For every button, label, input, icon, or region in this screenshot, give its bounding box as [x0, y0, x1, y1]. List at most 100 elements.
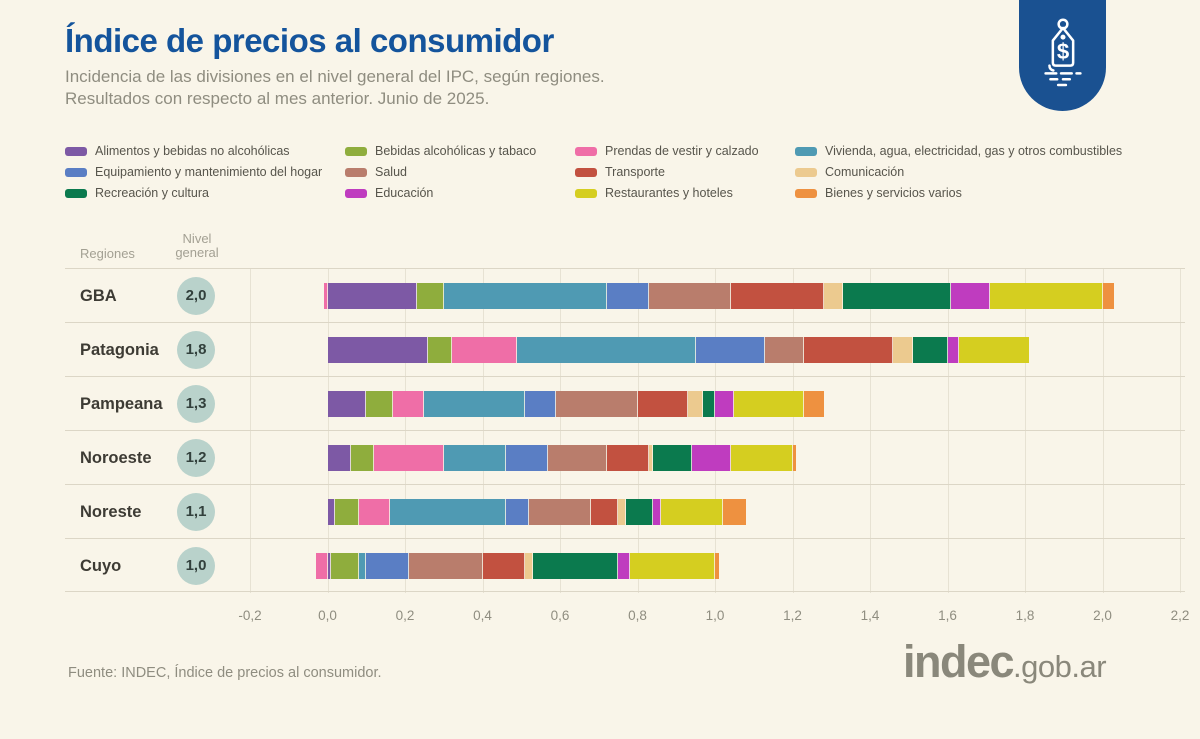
- source-note: Fuente: INDEC, Índice de precios al cons…: [68, 665, 382, 681]
- legend-label: Comunicación: [825, 165, 905, 179]
- chart-rows: GBA 2,0 Patagonia 1,8 Pampeana 1,3 Noroeste 1,2…: [65, 268, 1185, 592]
- legend-label: Bebidas alcohólicas y tabaco: [375, 144, 537, 158]
- bar-segment: [350, 445, 374, 471]
- bar-segment: [1102, 283, 1115, 309]
- region-label: Noroeste: [80, 449, 152, 467]
- stacked-bar: [327, 391, 824, 417]
- x-tick-label: -0,2: [238, 608, 262, 623]
- region-label: Pampeana: [80, 395, 163, 413]
- bar-segment: [947, 337, 960, 363]
- legend-label: Bienes y servicios varios: [825, 186, 962, 200]
- legend-swatch-icon: [795, 167, 817, 177]
- table-row: Pampeana 1,3: [65, 376, 1185, 430]
- level-badge: 1,0: [177, 547, 215, 585]
- bar-segment: [912, 337, 948, 363]
- legend-swatch-icon: [345, 167, 367, 177]
- bar-segment: [393, 391, 425, 417]
- bar-segment: [358, 553, 367, 579]
- bar-segment: [532, 553, 619, 579]
- bar-segment: [517, 337, 696, 363]
- bar-area: [250, 431, 1185, 485]
- bar-segment: [625, 499, 653, 525]
- bar-segment: [703, 391, 715, 417]
- bar-segment: [951, 283, 991, 309]
- bar-segment: [525, 391, 557, 417]
- table-row: Noreste 1,1: [65, 484, 1185, 538]
- legend-label: Recreación y cultura: [95, 186, 209, 200]
- x-tick-label: 0,0: [318, 608, 337, 623]
- table-row: Patagonia 1,8: [65, 322, 1185, 376]
- legend-item: Vivienda, agua, electricidad, gas y otro…: [795, 144, 1122, 158]
- bar-segment: [653, 499, 661, 525]
- legend-label: Restaurantes y hoteles: [605, 186, 733, 200]
- legend-item: Comunicación: [795, 165, 1122, 179]
- page-subtitle: Incidencia de las divisiones en el nivel…: [65, 66, 605, 110]
- x-tick-label: 1,0: [705, 608, 725, 623]
- bar-area: [250, 269, 1185, 323]
- chart-legend: Alimentos y bebidas no alcohólicas Equipa…: [65, 144, 1122, 200]
- bar-segment: [389, 499, 506, 525]
- level-column-header: Nivel general: [175, 231, 219, 260]
- bar-segment: [730, 283, 824, 309]
- legend-label: Equipamiento y mantenimiento del hogar: [95, 165, 323, 179]
- price-tag-icon: $: [1043, 17, 1082, 86]
- bar-segment: [327, 445, 351, 471]
- bar-segment: [695, 337, 766, 363]
- bar-segment: [606, 283, 650, 309]
- bar-segment: [374, 445, 444, 471]
- bar-segment: [327, 283, 417, 309]
- legend-swatch-icon: [345, 146, 367, 156]
- legend-item: Restaurantes y hoteles: [575, 186, 795, 200]
- legend-item: Transporte: [575, 165, 795, 179]
- bar-area: [250, 323, 1185, 377]
- bar-segment: [649, 445, 653, 471]
- svg-text:$: $: [1056, 38, 1069, 63]
- legend-swatch-icon: [795, 188, 817, 198]
- level-badge: 1,2: [177, 439, 215, 477]
- bar-area: [250, 485, 1185, 539]
- x-tick-label: 0,4: [473, 608, 492, 623]
- bar-segment: [687, 391, 704, 417]
- bar-segment: [315, 553, 328, 579]
- bar-segment: [715, 391, 735, 417]
- legend-swatch-icon: [575, 167, 597, 177]
- stacked-bar: [327, 499, 746, 525]
- bar-segment: [629, 553, 715, 579]
- indec-logo-badge: $: [1019, 0, 1106, 111]
- bar-segment: [416, 283, 444, 309]
- legend-column: Vivienda, agua, electricidad, gas y otro…: [795, 144, 1122, 200]
- legend-label: Prendas de vestir y calzado: [605, 144, 759, 158]
- x-tick-label: 0,2: [395, 608, 415, 623]
- stacked-bar: [323, 283, 1115, 309]
- bar-segment: [366, 391, 394, 417]
- x-tick-label: 1,2: [783, 608, 802, 623]
- bar-segment: [893, 337, 913, 363]
- legend-swatch-icon: [345, 188, 367, 198]
- bar-segment: [792, 445, 797, 471]
- bar-segment: [823, 283, 843, 309]
- legend-item: Prendas de vestir y calzado: [575, 144, 795, 158]
- legend-label: Educación: [375, 186, 434, 200]
- level-badge: 2,0: [177, 277, 215, 315]
- bar-segment: [428, 337, 452, 363]
- bar-segment: [408, 553, 483, 579]
- legend-item: Alimentos y bebidas no alcohólicas: [65, 144, 345, 158]
- bar-segment: [715, 553, 719, 579]
- subtitle-line-2: Resultados con respecto al mes anterior.…: [65, 89, 490, 108]
- legend-item: Salud: [345, 165, 575, 179]
- level-badge: 1,3: [177, 385, 215, 423]
- region-label: GBA: [80, 287, 117, 305]
- region-label: Patagonia: [80, 341, 159, 359]
- bar-segment: [959, 337, 1029, 363]
- bar-segment: [335, 499, 359, 525]
- legend-item: Equipamiento y mantenimiento del hogar: [65, 165, 345, 179]
- legend-item: Bebidas alcohólicas y tabaco: [345, 144, 575, 158]
- legend-item: Recreación y cultura: [65, 186, 345, 200]
- bar-segment: [734, 391, 805, 417]
- bar-area: [250, 377, 1185, 431]
- legend-swatch-icon: [575, 146, 597, 156]
- bar-segment: [591, 499, 619, 525]
- stacked-bar: [327, 337, 1029, 363]
- legend-column: Bebidas alcohólicas y tabaco Salud Educaci…: [345, 144, 575, 200]
